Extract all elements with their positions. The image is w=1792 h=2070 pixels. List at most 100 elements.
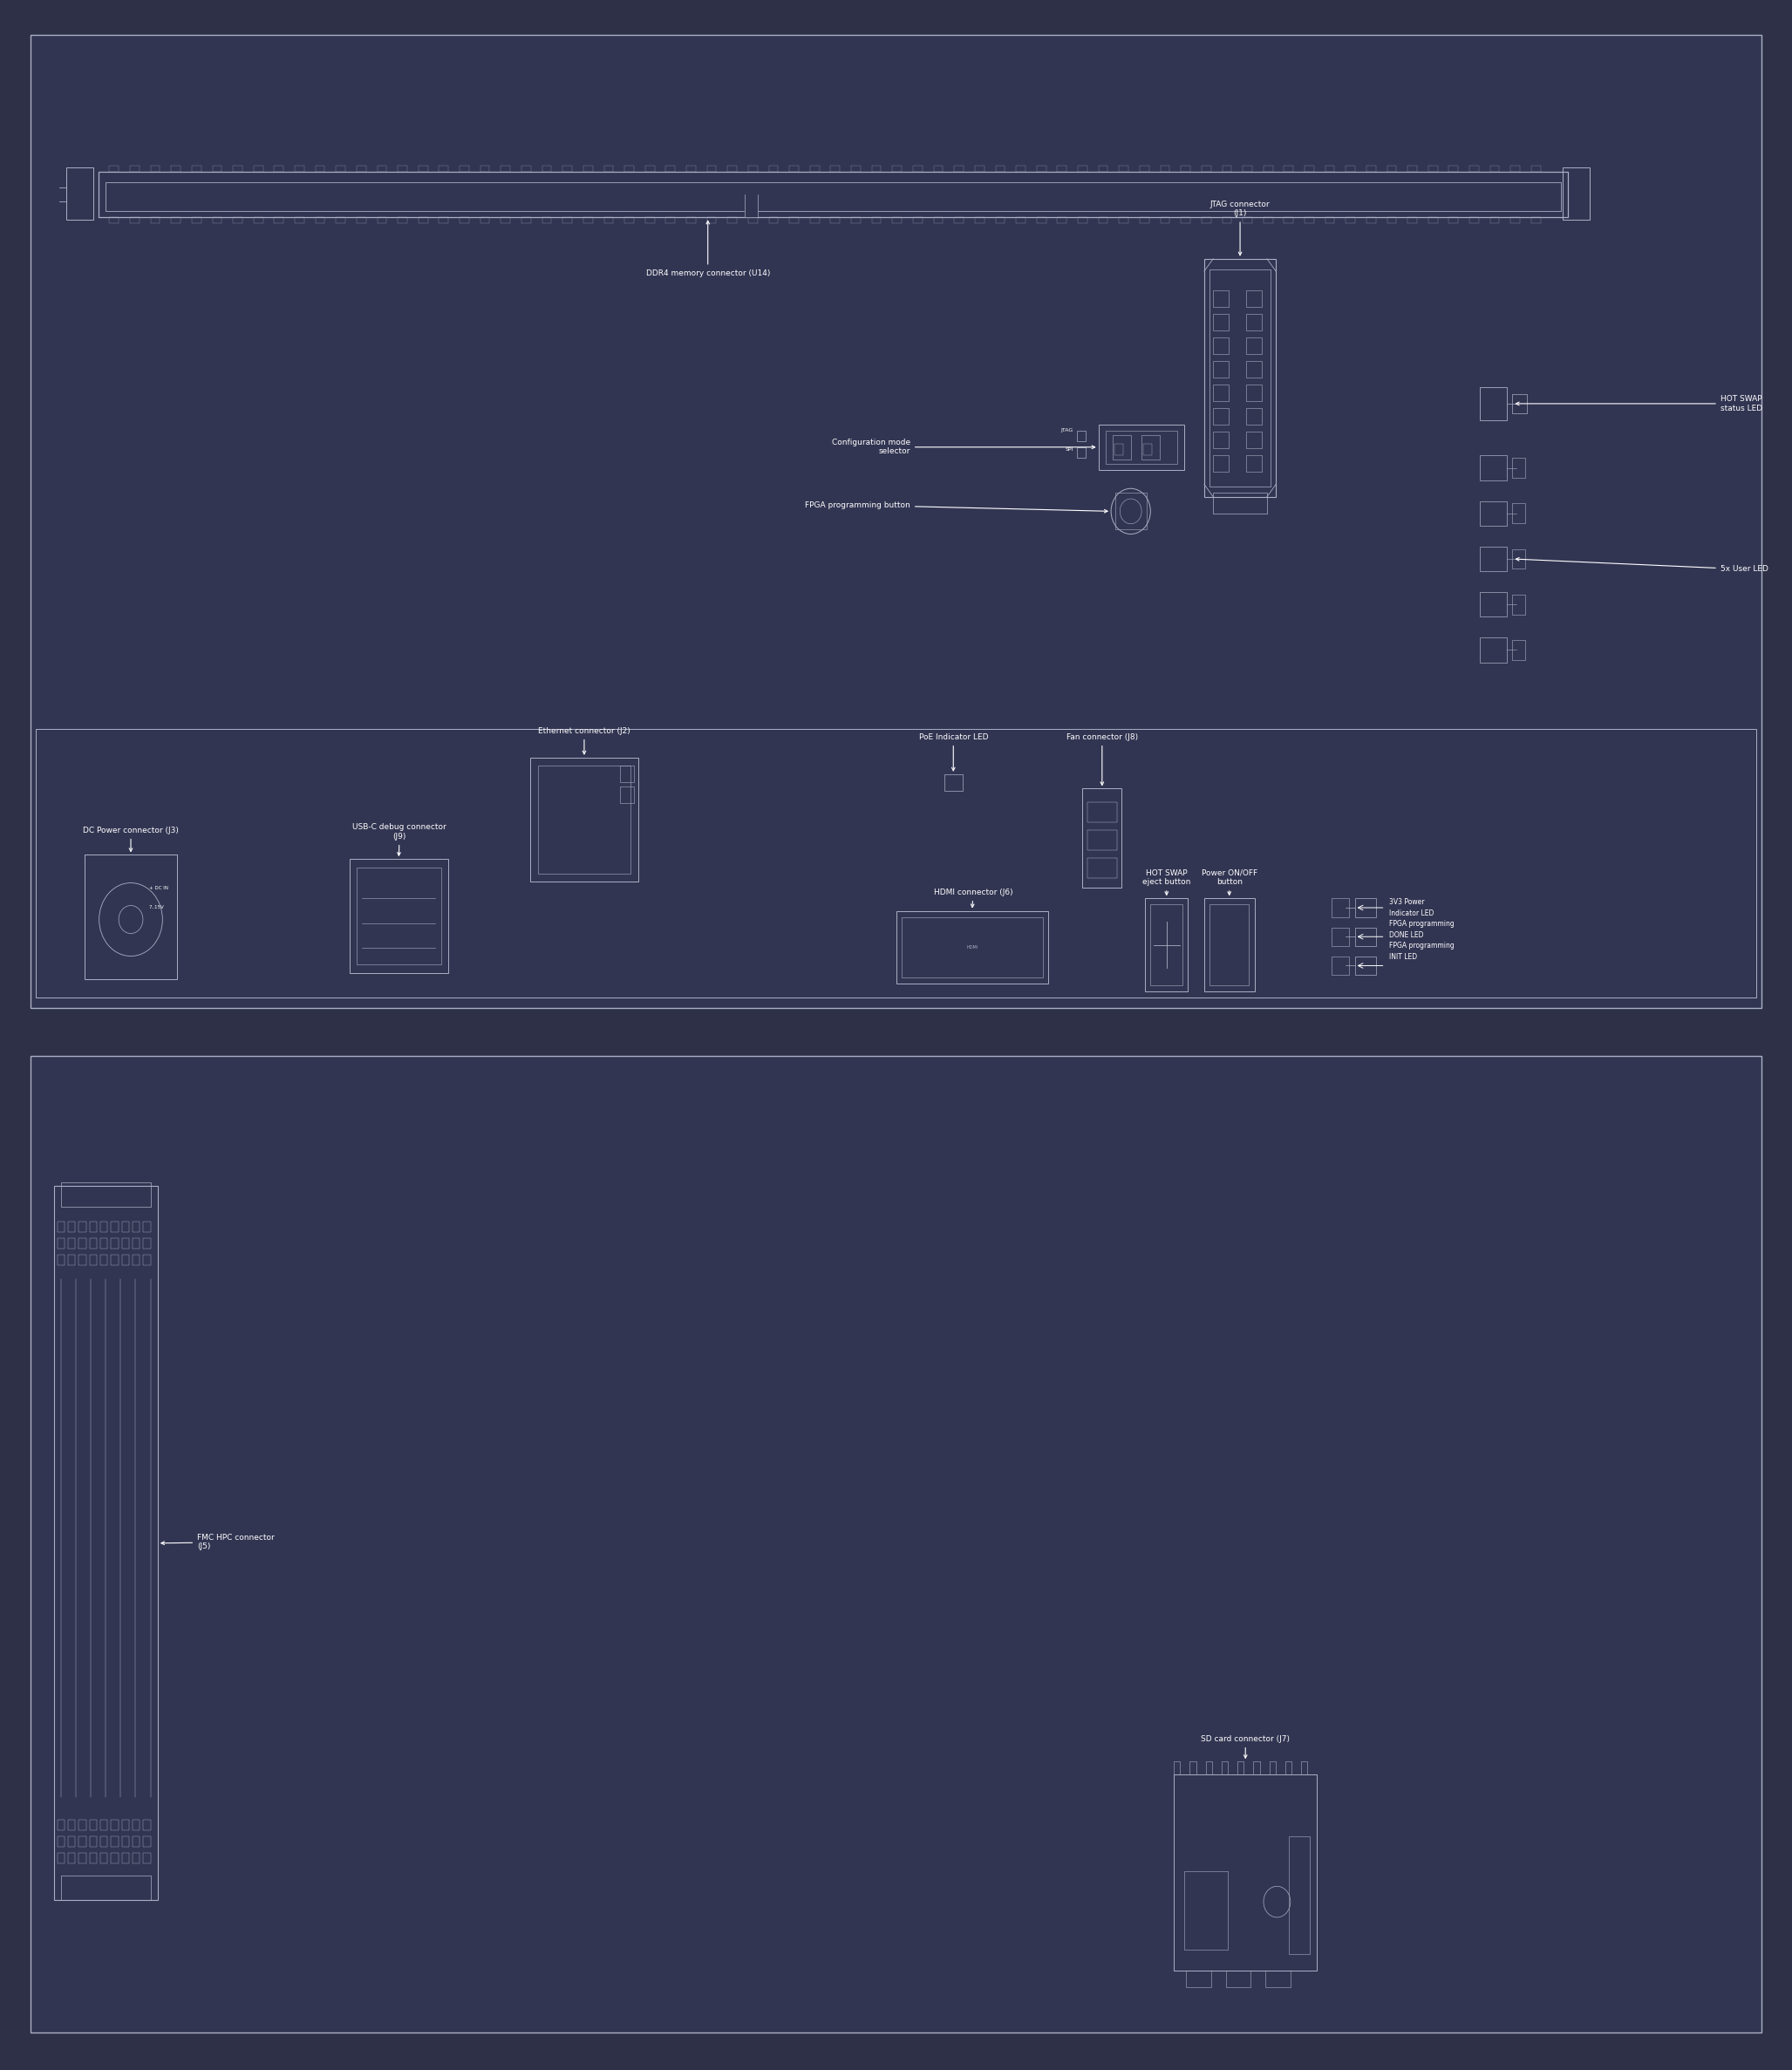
Bar [1238, 1762, 1244, 1774]
Bar [769, 166, 778, 172]
Bar [620, 787, 634, 803]
Bar [1387, 217, 1396, 224]
Bar [398, 217, 407, 224]
Bar [1532, 166, 1541, 172]
Bar [1077, 217, 1088, 224]
Bar [584, 217, 593, 224]
Bar [111, 1836, 118, 1846]
Bar [1143, 445, 1152, 455]
Bar [1355, 927, 1376, 946]
Bar [133, 1221, 140, 1232]
Bar [1140, 166, 1149, 172]
Bar [624, 166, 634, 172]
Bar [749, 166, 758, 172]
Bar [667, 166, 676, 172]
Bar [1150, 905, 1183, 985]
Bar [1491, 166, 1500, 172]
Bar [1174, 1774, 1317, 1971]
Bar [1222, 217, 1231, 224]
Text: HDMI connector (J6): HDMI connector (J6) [934, 888, 1012, 907]
Text: SPI: SPI [1064, 447, 1073, 451]
Bar [129, 166, 140, 172]
Bar [1118, 217, 1129, 224]
Bar [1512, 594, 1525, 615]
Bar [66, 168, 93, 219]
Bar [111, 1221, 118, 1232]
Bar [122, 1853, 129, 1863]
Bar [851, 217, 860, 224]
Bar [1213, 337, 1229, 354]
Bar [1213, 290, 1229, 306]
Bar [1409, 217, 1417, 224]
Bar [274, 166, 283, 172]
Bar [1244, 166, 1253, 172]
Text: HDMI: HDMI [966, 944, 978, 950]
Text: Ethernet connector (J2): Ethernet connector (J2) [538, 727, 631, 753]
Bar [480, 217, 489, 224]
Bar [934, 166, 943, 172]
Bar [349, 859, 448, 973]
Bar [337, 166, 346, 172]
Bar [1161, 217, 1170, 224]
Bar [1387, 166, 1396, 172]
Bar [901, 917, 1043, 977]
Bar [84, 855, 177, 979]
Bar [500, 217, 511, 224]
Bar [1098, 217, 1107, 224]
Bar [439, 166, 448, 172]
Bar [1331, 927, 1349, 946]
Bar [57, 1254, 65, 1265]
Bar [1226, 1971, 1251, 1987]
Bar [871, 166, 882, 172]
Bar [133, 1254, 140, 1265]
Bar [100, 1254, 108, 1265]
Bar [61, 1182, 151, 1207]
Bar [1448, 217, 1459, 224]
Text: DDR4 memory connector (U14): DDR4 memory connector (U14) [645, 221, 771, 277]
Bar [645, 217, 654, 224]
Bar [1038, 166, 1047, 172]
Bar [604, 166, 613, 172]
Bar [1469, 217, 1478, 224]
Bar [143, 1221, 151, 1232]
Bar [111, 1820, 118, 1830]
Bar [914, 217, 923, 224]
Bar [728, 166, 737, 172]
Bar [1016, 166, 1025, 172]
Text: JTAG connector
(J1): JTAG connector (J1) [1210, 201, 1271, 255]
Bar [61, 1875, 151, 1900]
Bar [1355, 956, 1376, 975]
Bar [111, 1238, 118, 1248]
Text: JTAG: JTAG [1061, 428, 1073, 433]
Bar [914, 166, 923, 172]
Text: USB-C debug connector
(J9): USB-C debug connector (J9) [353, 824, 446, 855]
Bar [172, 166, 181, 172]
Bar [57, 1820, 65, 1830]
Bar [315, 166, 324, 172]
Bar [1222, 1762, 1228, 1774]
Bar [1263, 166, 1272, 172]
Bar [728, 217, 737, 224]
Bar [1326, 166, 1335, 172]
Bar [1190, 1762, 1195, 1774]
Bar [79, 1254, 86, 1265]
Bar [68, 1853, 75, 1863]
Bar [133, 1836, 140, 1846]
Bar [1512, 503, 1525, 524]
Bar [1480, 592, 1507, 617]
Bar [294, 166, 305, 172]
Bar [1213, 493, 1267, 513]
Bar [90, 1254, 97, 1265]
Bar [100, 1853, 108, 1863]
Bar [254, 166, 263, 172]
Bar [1245, 290, 1262, 306]
Bar [79, 1238, 86, 1248]
Bar [1210, 269, 1271, 486]
Bar [151, 166, 159, 172]
Bar [1106, 431, 1177, 464]
Bar [1263, 217, 1272, 224]
Bar [79, 1836, 86, 1846]
Bar [745, 195, 758, 217]
Bar [706, 166, 717, 172]
Bar [1355, 898, 1376, 917]
